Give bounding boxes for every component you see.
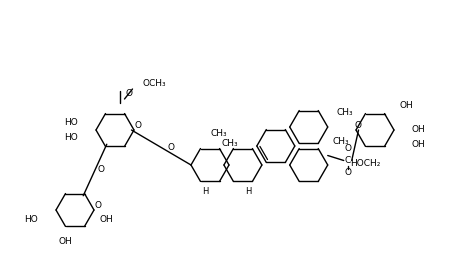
Text: CH₃: CH₃ [210, 129, 227, 138]
Text: OH: OH [412, 140, 426, 149]
Text: HO: HO [64, 118, 78, 127]
Text: O: O [167, 143, 174, 152]
Text: O: O [97, 166, 104, 175]
Text: HO: HO [64, 133, 78, 142]
Text: OH: OH [399, 102, 413, 111]
Text: O: O [344, 144, 351, 153]
Text: HO: HO [24, 215, 38, 224]
Text: O: O [126, 89, 133, 98]
Text: H: H [244, 188, 251, 196]
Text: O: O [135, 121, 142, 130]
Text: HOCH₂: HOCH₂ [350, 160, 381, 169]
Text: CH₃: CH₃ [336, 108, 353, 117]
Text: C: C [345, 156, 351, 165]
Text: H: H [202, 188, 208, 196]
Text: OH: OH [99, 215, 113, 224]
Text: OH: OH [412, 125, 426, 134]
Text: O: O [344, 168, 351, 177]
Text: O: O [354, 121, 362, 130]
Text: OCH₃: OCH₃ [143, 79, 166, 88]
Text: O: O [94, 201, 101, 210]
Text: OH: OH [59, 237, 72, 246]
Text: CH₃: CH₃ [221, 139, 238, 148]
Text: CH₃: CH₃ [333, 137, 349, 146]
